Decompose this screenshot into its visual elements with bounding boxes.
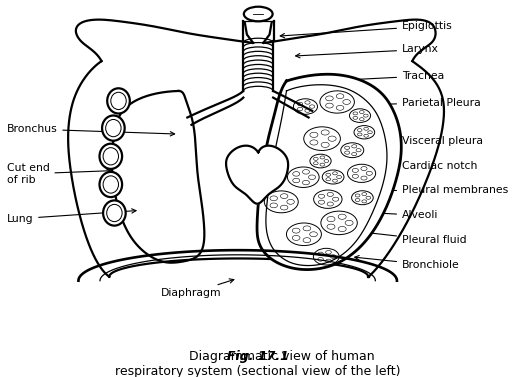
Text: Bronchiole: Bronchiole — [355, 256, 460, 270]
Ellipse shape — [244, 7, 272, 21]
Ellipse shape — [103, 201, 126, 225]
Ellipse shape — [102, 115, 124, 141]
Text: Larynx: Larynx — [296, 44, 439, 58]
Text: Fig. 17.1: Fig. 17.1 — [227, 350, 289, 363]
Text: Alveoli: Alveoli — [362, 210, 438, 220]
Text: Bronchus: Bronchus — [6, 124, 174, 136]
Ellipse shape — [99, 172, 122, 197]
Polygon shape — [226, 146, 288, 204]
Text: Diagrammatic view of human
respiratory system (sectional view of the left): Diagrammatic view of human respiratory s… — [115, 350, 401, 377]
Text: Parietal Pleura: Parietal Pleura — [331, 98, 481, 108]
Text: Epiglottis: Epiglottis — [280, 21, 453, 38]
Text: Cut end
of rib: Cut end of rib — [6, 163, 110, 185]
Text: Pleural fluid: Pleural fluid — [365, 231, 467, 245]
Text: Diaphragm: Diaphragm — [161, 279, 234, 298]
Text: Lung: Lung — [6, 209, 136, 224]
Text: Pleural membranes: Pleural membranes — [365, 185, 508, 195]
Polygon shape — [257, 74, 401, 270]
Ellipse shape — [99, 144, 122, 169]
Text: Cardiac notch: Cardiac notch — [342, 161, 477, 172]
Text: Visceral pleura: Visceral pleura — [362, 136, 483, 146]
Text: Trachea: Trachea — [296, 71, 444, 84]
Ellipse shape — [107, 88, 130, 113]
